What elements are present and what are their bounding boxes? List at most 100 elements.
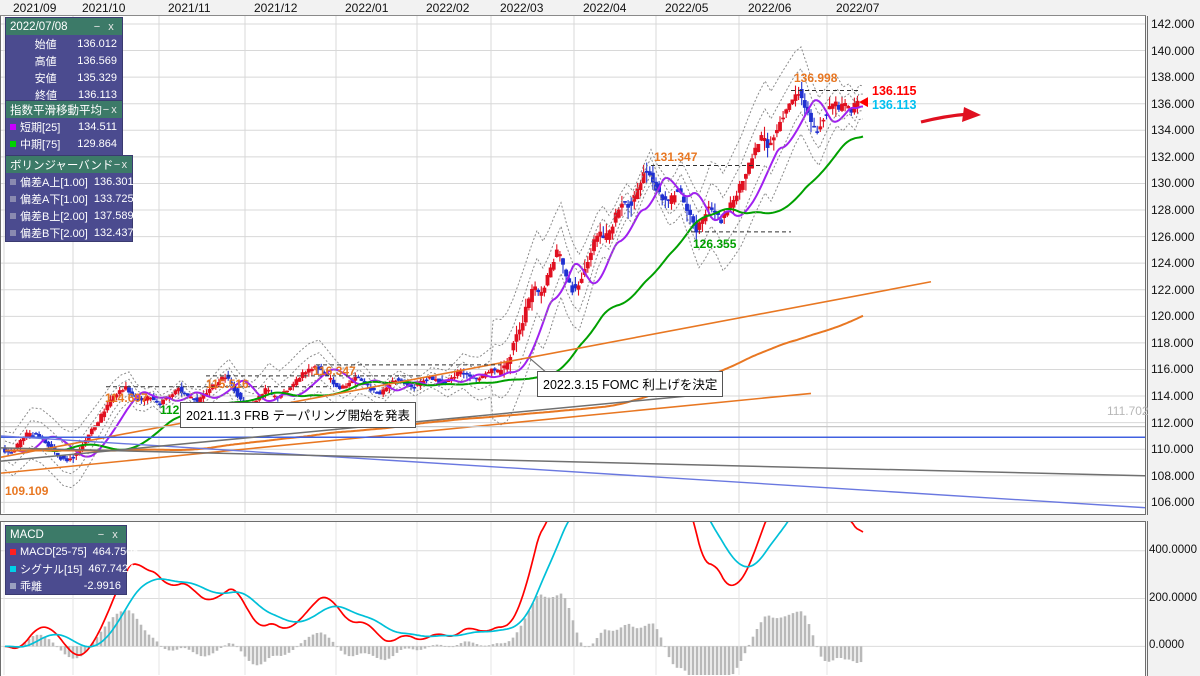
legend-row-value: 133.725 xyxy=(93,192,134,205)
legend-row-value: 137.589 xyxy=(93,209,134,222)
candle-body xyxy=(127,387,131,393)
candle-body xyxy=(464,373,469,375)
macd-histogram-bar xyxy=(27,639,31,647)
ema-close-button[interactable]: x xyxy=(111,103,117,116)
macd-histogram-bar xyxy=(95,637,99,647)
price-chart-pane[interactable] xyxy=(0,16,1146,515)
price-axis-label-132: 132.000 xyxy=(1151,149,1195,164)
candle-body xyxy=(719,219,724,224)
bollinger-info-panel[interactable]: ボリンジャーバンド − x 偏差A上[1.00] 136.301 偏差A下[1.00… xyxy=(5,155,134,242)
macd-histogram-bar xyxy=(67,646,71,658)
macd-info-panel[interactable]: MACD − x MACD[25-75] 464.7508 シグナル[15] 467.… xyxy=(5,525,139,595)
price-chart-svg xyxy=(1,16,1145,513)
macd-histogram-bar xyxy=(555,595,559,647)
legend-row-label: 高値 xyxy=(34,55,57,68)
annotation-fomc[interactable]: 2022.3.15 FOMC 利上げを決定 xyxy=(537,371,724,397)
macd-histogram-bar xyxy=(495,643,499,647)
macd-histogram-bar xyxy=(111,617,115,647)
candle-body xyxy=(815,131,820,133)
legend-row: 始値 136.012 xyxy=(6,35,122,52)
macd-histogram-bar xyxy=(23,642,27,647)
legend-row-label: 終値 xyxy=(35,89,58,102)
bollinger-panel-titlebar[interactable]: ボリンジャーバンド − x xyxy=(6,156,132,173)
macd-histogram-bar xyxy=(839,646,843,658)
macd-histogram-bar xyxy=(251,646,255,665)
series-color-swatch-icon xyxy=(10,582,16,589)
ohlc-panel-title: 2022/07/08 xyxy=(10,20,68,33)
ema-minimize-button[interactable]: − xyxy=(102,103,110,116)
macd-minimize-button[interactable]: − xyxy=(97,528,105,541)
ohlc-minimize-button[interactable]: − xyxy=(93,20,101,33)
candle-body xyxy=(334,382,339,388)
macd-histogram-bar xyxy=(511,637,515,647)
candle-body xyxy=(539,291,544,296)
legend-row: MACD[25-75] 464.7508 xyxy=(6,543,139,560)
candle-body xyxy=(24,432,29,437)
candle-body xyxy=(285,390,290,393)
candle-body xyxy=(613,212,618,223)
macd-histogram-bar xyxy=(299,643,303,647)
macd-histogram-bar xyxy=(255,646,259,666)
bollinger-upper-1sd-line xyxy=(4,67,864,447)
candle-body xyxy=(89,428,94,435)
bollinger-close-button[interactable]: x xyxy=(121,158,128,171)
macd-histogram xyxy=(3,593,863,675)
macd-histogram-bar xyxy=(131,613,135,647)
macd-histogram-bar xyxy=(847,646,851,660)
macd-histogram-bar xyxy=(443,645,447,647)
legend-row: シグナル[15] 467.7424 xyxy=(6,560,134,577)
candle-body xyxy=(685,203,689,211)
candle-body xyxy=(198,397,203,402)
macd-histogram-bar xyxy=(427,646,431,648)
macd-histogram-bar xyxy=(435,644,439,647)
macd-close-button[interactable]: x xyxy=(112,528,118,541)
macd-histogram-bar xyxy=(675,646,679,668)
macd-histogram-bar xyxy=(79,646,83,657)
macd-histogram-bar xyxy=(47,639,51,647)
candle-body xyxy=(585,262,590,269)
macd-histogram-bar xyxy=(535,596,539,647)
macd-histogram-bar xyxy=(851,646,855,662)
legend-row-label: 偏差A下[1.00] xyxy=(20,193,88,206)
annotation-frb[interactable]: 2021.11.3 FRB テーパリング開始を発表 xyxy=(180,402,417,428)
legend-row-value: 136.301 xyxy=(93,175,134,188)
price-axis-label-122: 122.000 xyxy=(1151,282,1195,297)
macd-histogram-bar xyxy=(223,645,227,647)
ema-panel-titlebar[interactable]: 指数平滑移動平均 − x xyxy=(6,101,122,118)
candle-body xyxy=(356,376,361,379)
macd-chart-pane[interactable] xyxy=(0,521,1146,676)
price-axis-label-136: 136.000 xyxy=(1151,96,1195,111)
ohlc-info-panel[interactable]: 2022/07/08 − x 始値 136.012 高値 136.569 安値 135.3… xyxy=(5,17,123,104)
macd-histogram-bar xyxy=(775,618,779,647)
macd-histogram-bar xyxy=(503,642,507,647)
candle-body xyxy=(644,170,649,173)
macd-histogram-bar xyxy=(315,632,319,647)
legend-row-value: 132.437 xyxy=(93,226,134,239)
macd-histogram-bar xyxy=(271,646,275,656)
macd-panel-titlebar[interactable]: MACD − x xyxy=(6,526,126,543)
ohlc-close-button[interactable]: x xyxy=(108,20,114,33)
macd-histogram-bar xyxy=(691,646,695,675)
macd-histogram-bar xyxy=(295,646,299,648)
candle-body xyxy=(468,374,472,377)
macd-axis-label-400: 400.0000 xyxy=(1149,543,1197,556)
candle-body xyxy=(564,269,569,277)
candle-body xyxy=(458,371,463,375)
macd-histogram-bar xyxy=(719,646,723,675)
ohlc-panel-titlebar[interactable]: 2022/07/08 − x xyxy=(6,18,122,35)
macd-histogram-bar xyxy=(155,641,159,647)
macd-histogram-bar xyxy=(855,646,859,663)
candle-body xyxy=(787,103,792,110)
price-axis-label-112: 112.000 xyxy=(1151,415,1194,430)
legend-row-label: 始値 xyxy=(34,38,57,51)
candle-body xyxy=(629,201,634,206)
candle-body xyxy=(461,372,466,375)
macd-histogram-bar xyxy=(639,627,643,647)
candle-body xyxy=(213,384,218,388)
bollinger-minimize-button[interactable]: − xyxy=(113,158,121,171)
candle-body xyxy=(530,288,534,303)
candle-body xyxy=(173,389,178,395)
candle-body xyxy=(650,172,655,183)
macd-histogram-bar xyxy=(819,646,823,657)
candle-body xyxy=(235,388,240,397)
